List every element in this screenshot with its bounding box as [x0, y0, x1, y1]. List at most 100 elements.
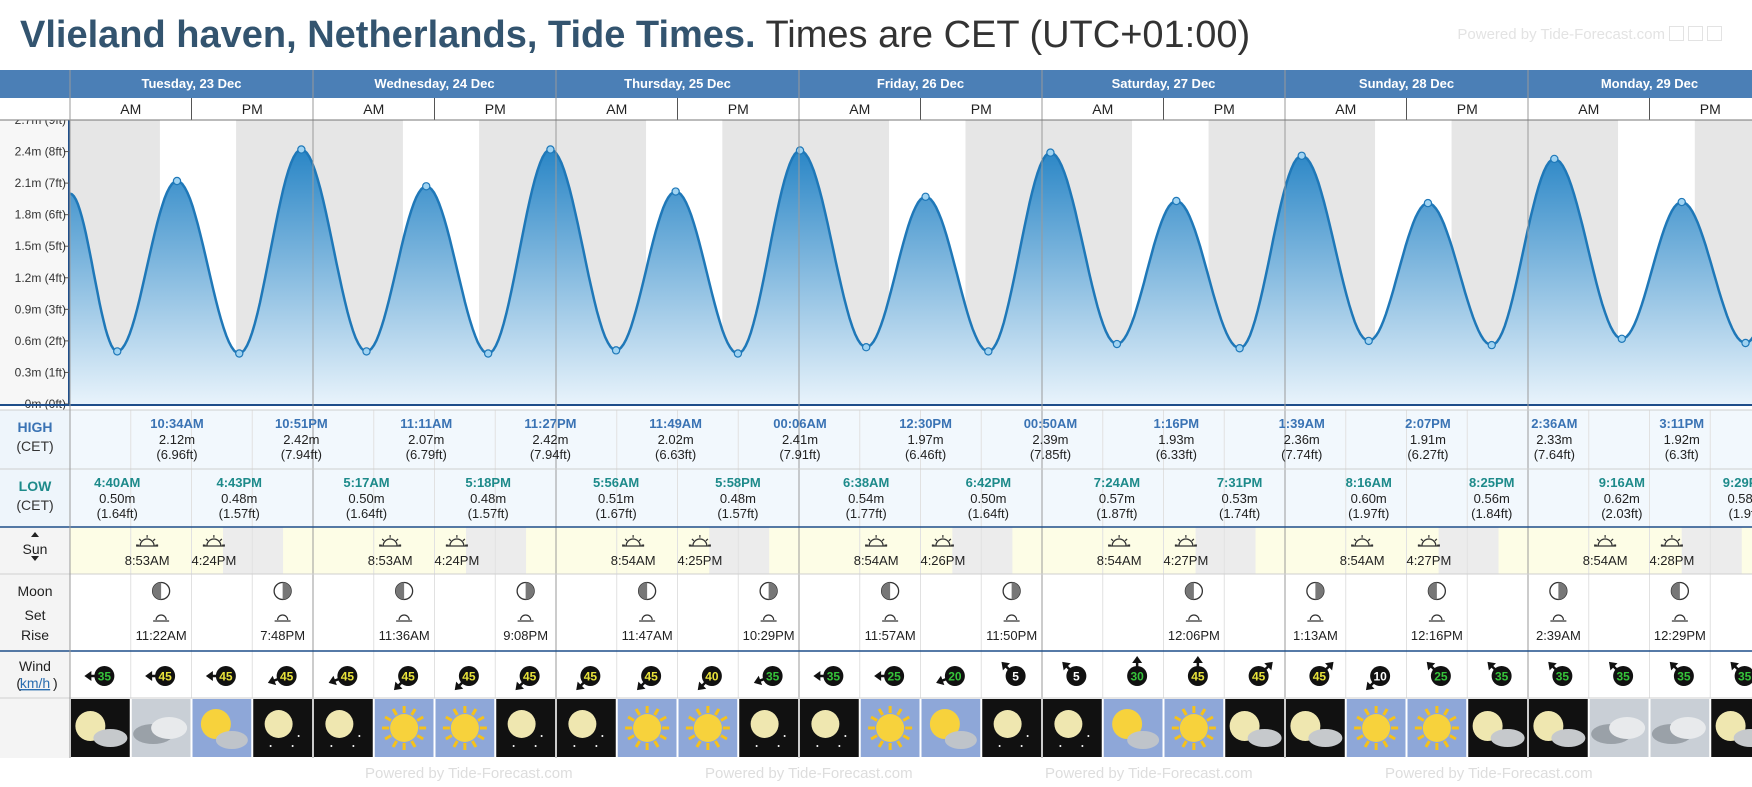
sunrise-time: 8:54AM: [1097, 553, 1142, 568]
sun-ray: [1363, 740, 1370, 748]
low-tide-time: 5:18PM: [465, 475, 511, 490]
sun-ray: [653, 740, 660, 748]
sunrise-icon: [379, 535, 402, 547]
sun-ray: [452, 740, 459, 748]
moon-phase-right-dark-icon: [759, 581, 778, 601]
high-tide-height-ft: (7.85ft): [1030, 447, 1071, 462]
cloud-shape: [944, 731, 977, 749]
brand-icon: [1707, 26, 1722, 41]
high-tide-time: 2:07PM: [1405, 416, 1451, 431]
low-row-label: LOW: [19, 478, 52, 494]
sun-ray: [1434, 538, 1438, 542]
wind-indicator: 40: [697, 666, 722, 691]
high-tide-point: [1046, 148, 1055, 157]
powered-by-top: Powered by Tide-Forecast.com: [1457, 26, 1722, 43]
sun-disc: [633, 714, 662, 742]
moon-shadow: [1315, 582, 1324, 600]
wind-badge: [1734, 666, 1752, 686]
sun-ray: [1181, 740, 1188, 748]
moonset-icon: [398, 614, 410, 621]
sunrise-icon: [865, 535, 888, 547]
high-tide-height: 1.97m: [907, 432, 943, 447]
brand-icon: [1669, 26, 1684, 41]
low-tide-point: [362, 347, 371, 356]
low-tide-height-ft: (1.84ft): [1471, 506, 1512, 521]
wind-row-bg: [0, 651, 1752, 698]
low-tide-point: [611, 346, 621, 355]
high-tide-point: [546, 145, 555, 154]
sun-ray: [477, 734, 485, 741]
wind-indicator: 35: [1487, 661, 1512, 686]
low-tide-height: 0.56m: [1474, 491, 1510, 506]
sun-ray: [1382, 740, 1389, 748]
moon-cloud-icon: [1286, 699, 1345, 757]
tide-area: [70, 149, 1752, 404]
sun-ray: [477, 715, 485, 722]
sun-ray: [452, 708, 459, 716]
wind-speed: 35: [1556, 670, 1570, 684]
low-tide-point: [861, 343, 871, 352]
high-tide-height-ft: (7.74ft): [1281, 447, 1322, 462]
star: [534, 745, 537, 747]
low-row-bg: [0, 469, 1752, 527]
sun-icon: [435, 699, 495, 757]
high-tide-height: 2.41m: [782, 432, 818, 447]
moon-phase-right-dark-icon: [516, 581, 535, 601]
moonrise-time: 2:39AM: [1536, 628, 1581, 643]
low-tide-time: 6:38AM: [843, 475, 889, 490]
high-tide-point: [1172, 196, 1181, 206]
sunrise-time: 8:54AM: [854, 553, 899, 568]
sun-arc: [1354, 538, 1370, 547]
moonset-time: 12:29PM: [1654, 628, 1706, 643]
wind-row-label: Wind: [19, 658, 51, 674]
moonrise-icon: [1552, 614, 1564, 621]
wind-badge: [276, 666, 297, 686]
low-tide-height: 0.60m: [1351, 491, 1387, 506]
day-header: Sunday, 28 Dec: [1359, 76, 1454, 91]
sun-ray: [1174, 715, 1182, 722]
star: [269, 745, 272, 747]
sun-arc: [935, 538, 951, 547]
wind-speed: 45: [584, 670, 598, 684]
high-tide-point: [422, 182, 431, 191]
sunset-cell-bg: [709, 527, 770, 574]
low-tide-height-ft: (1.64ft): [346, 506, 387, 521]
sun-ray: [634, 708, 641, 716]
sun-cloud-icon: [192, 699, 252, 757]
wind-arrow-head: [753, 675, 763, 686]
moonrise-icon: [1309, 614, 1321, 621]
cloud-shape: [215, 731, 248, 749]
wind-unit-link[interactable]: km/h: [20, 675, 50, 691]
wind-arrow-head: [515, 681, 524, 691]
high-row-label: HIGH: [18, 419, 53, 435]
wind-arrow-head: [328, 675, 337, 686]
wind-arrow-head: [636, 681, 646, 691]
wind-badge: [1491, 666, 1512, 686]
high-tide-time: 1:39AM: [1279, 416, 1325, 431]
am-label: AM: [120, 101, 141, 117]
moonrise-time: 11:50PM: [986, 628, 1037, 643]
sun-arc: [868, 538, 884, 547]
wind-badge: [580, 666, 601, 686]
moon-stars-icon: [253, 699, 312, 757]
wind-indicator: 45: [1248, 661, 1273, 686]
wind-speed: 25: [1434, 670, 1448, 684]
moon-shadow: [638, 582, 648, 600]
moon-disc: [568, 710, 597, 738]
low-tide-time: 5:56AM: [593, 475, 639, 490]
moon-shadow: [525, 582, 535, 600]
high-tide-time: 00:50AM: [1024, 416, 1077, 431]
sun-ray: [445, 715, 453, 722]
cloud-icon: [1650, 699, 1710, 757]
sun-ray: [705, 538, 709, 542]
wind-indicator: 45: [1187, 656, 1208, 686]
sun-arc: [449, 538, 465, 547]
powered-by-text: Powered by Tide-Forecast.com: [1457, 26, 1665, 43]
sunrise-icon: [1594, 535, 1617, 547]
y-tick-label: 0.6m (2ft): [15, 334, 66, 348]
moon-phase-right-dark-icon: [1306, 581, 1325, 601]
sunrise-icon: [1108, 535, 1131, 547]
sun-row-label: Sun: [23, 541, 48, 557]
star: [601, 735, 604, 737]
wind-speed: 35: [1738, 670, 1752, 684]
